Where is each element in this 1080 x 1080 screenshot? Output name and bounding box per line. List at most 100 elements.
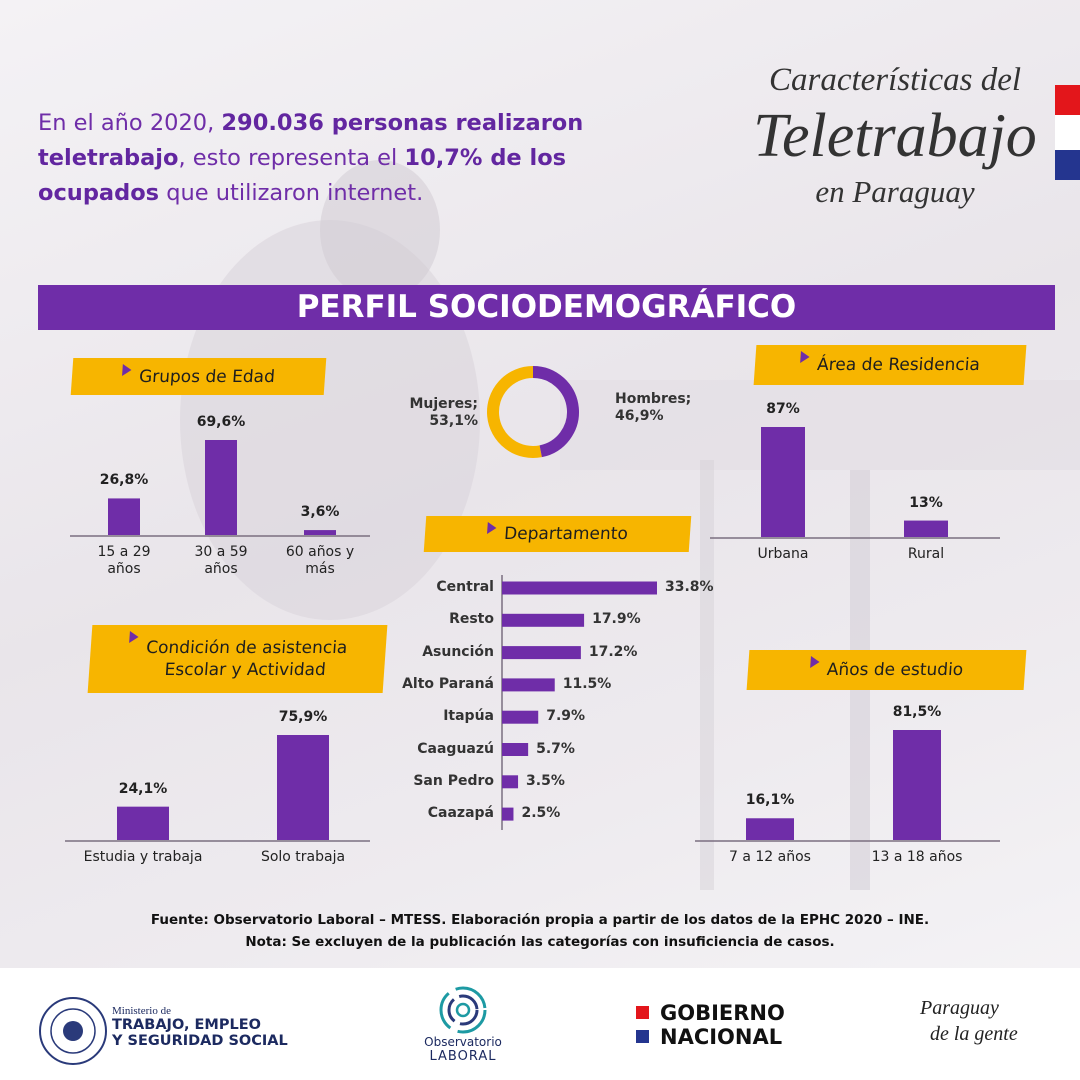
- slice-value: 53,1%: [429, 413, 478, 429]
- bar: [502, 775, 519, 789]
- chart-title-line: Grupos de Edad: [138, 366, 276, 387]
- category-label: Resto: [449, 611, 494, 628]
- chart-title-box: Años de estudio: [746, 650, 1027, 690]
- value-label: 7.9%: [546, 708, 586, 725]
- value-label: 3,6%: [300, 504, 340, 521]
- slice-value: 46,9%: [615, 408, 664, 424]
- chart-title: Años de estudio: [826, 659, 964, 681]
- value-label: 33.8%: [665, 579, 714, 595]
- value-label: 16,1%: [745, 792, 795, 809]
- category-label: Central: [436, 579, 494, 595]
- title-marker: [122, 364, 132, 376]
- category-label: Asunción: [422, 643, 494, 660]
- chart-title-line: Condición de asistencia: [145, 638, 349, 658]
- intro-segment: En el año 2020,: [38, 110, 222, 136]
- bar: [502, 743, 529, 756]
- category-label: 30 a 59 años: [194, 544, 248, 577]
- bar: [205, 440, 237, 535]
- bar: [893, 730, 941, 840]
- category-label: 13 a 18 años: [871, 849, 963, 865]
- bar: [502, 646, 581, 660]
- observatorio-line: Observatorio: [424, 1035, 502, 1049]
- category-label: Itapúa: [443, 708, 494, 725]
- source-note: Fuente: Observatorio Laboral – MTESS. El…: [150, 912, 930, 928]
- category-label: San Pedro: [413, 772, 494, 789]
- bar: [304, 530, 336, 535]
- chart-title-box: Condición de asistencia Escolar y Activid…: [87, 625, 388, 693]
- bar: [108, 498, 140, 535]
- title-marker: [129, 631, 140, 643]
- chart-title: Condición de asistencia Escolar y Activid…: [144, 637, 349, 681]
- title-line: en Paraguay: [815, 174, 975, 209]
- title-line: Características del: [768, 62, 1022, 98]
- bar: [761, 427, 805, 537]
- bar: [502, 581, 657, 595]
- value-label: 75,9%: [278, 709, 328, 725]
- bar: [117, 806, 169, 840]
- value-label: 17.9%: [592, 611, 641, 628]
- observatorio-line: LABORAL: [429, 1049, 497, 1064]
- chart-title-line: Área de Residencia: [816, 355, 981, 375]
- value-label: 17.2%: [588, 643, 638, 660]
- chart-title-box: Área de Residencia: [753, 345, 1027, 385]
- gobierno-line: GOBIERNO: [660, 1001, 785, 1025]
- chart-title-line: Años de estudio: [826, 660, 964, 680]
- category-label: 60 años y más: [285, 544, 355, 577]
- category-label: 7 a 12 años: [729, 849, 811, 865]
- value-label: 24,1%: [118, 780, 168, 797]
- gobierno-line: NACIONAL: [660, 1025, 783, 1049]
- paraguay-gente: Paraguay de la gente: [920, 995, 1060, 1047]
- donut-slice: [532, 366, 579, 458]
- title-marker: [487, 522, 497, 534]
- slice-category: Hombres;: [615, 391, 692, 407]
- observatorio-logo: [439, 986, 487, 1034]
- category-label: Estudia y trabaja: [83, 849, 203, 865]
- category-label: Solo trabaja: [260, 849, 346, 865]
- category-label: Rural: [907, 546, 945, 562]
- intro-segment: 10,7% de los ocupados: [38, 145, 567, 206]
- title-marker: [809, 656, 820, 668]
- gobierno-text: GOBIERNO NACIONAL: [660, 1001, 785, 1049]
- category-label: Urbana: [757, 546, 809, 562]
- bar: [502, 807, 514, 821]
- intro-segment: , esto representa el: [178, 145, 405, 171]
- category-label: 15 a 29 años: [97, 544, 151, 577]
- ministry-seal: [39, 997, 107, 1065]
- value-label: 87%: [766, 401, 800, 417]
- ministry-small: Ministerio de: [112, 1005, 171, 1017]
- value-label: 5.7%: [536, 740, 575, 757]
- value-label: 13%: [909, 494, 943, 511]
- title-marker: [800, 351, 811, 363]
- category-label: Caazapá: [427, 805, 494, 822]
- observatorio-text: Observatorio LABORAL: [413, 1035, 513, 1064]
- charts: [65, 366, 1000, 842]
- gobierno-squares: [636, 1006, 649, 1043]
- value-label: 3.5%: [526, 772, 565, 789]
- value-label: 69,6%: [196, 414, 246, 430]
- flag: [1055, 85, 1080, 180]
- bar: [904, 520, 948, 537]
- bar: [502, 613, 585, 627]
- paraguay-line: de la gente: [930, 1023, 1018, 1045]
- chart-title-line: Departamento: [503, 524, 629, 544]
- bar: [746, 818, 794, 840]
- chart-title: Área de Residencia: [816, 354, 980, 376]
- intro-segment: 290.036 personas realizaron teletrabajo: [38, 110, 584, 171]
- title-line: Teletrabajo: [753, 102, 1037, 170]
- category-label: Caaguazú: [417, 740, 494, 757]
- slice-label: Hombres; 46,9%: [615, 391, 705, 425]
- ministry-line: Y SEGURIDAD SOCIAL: [112, 1033, 288, 1049]
- ministry-text: Ministerio de TRABAJO, EMPLEO Y SEGURIDA…: [112, 1005, 288, 1049]
- note: Nota: Se excluyen de la publicación las …: [245, 934, 835, 950]
- value-label: 2.5%: [521, 805, 561, 822]
- bar: [277, 735, 329, 840]
- ministry-line: TRABAJO, EMPLEO: [112, 1017, 261, 1033]
- chart-title: Departamento: [503, 523, 628, 545]
- main-title: Características del Teletrabajo en Parag…: [745, 60, 1045, 212]
- value-label: 11.5%: [562, 675, 612, 692]
- section-banner: PERFIL SOCIODEMOGRÁFICO: [38, 285, 1055, 330]
- logo-band: [0, 968, 1080, 1080]
- paraguay-line: Paraguay: [920, 997, 999, 1019]
- chart-title-line: Escolar y Actividad: [163, 660, 327, 680]
- bar: [502, 710, 539, 724]
